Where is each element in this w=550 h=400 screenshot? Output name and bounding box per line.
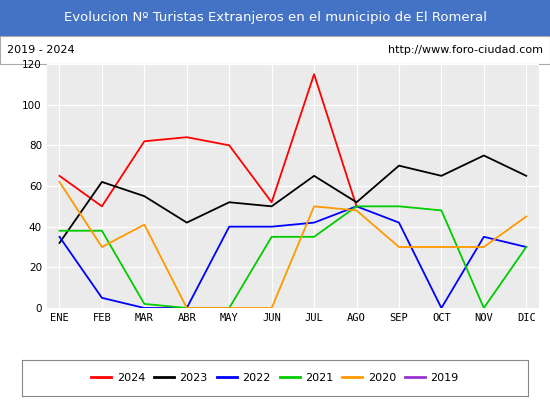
Text: http://www.foro-ciudad.com: http://www.foro-ciudad.com — [388, 45, 543, 55]
Legend: 2024, 2023, 2022, 2021, 2020, 2019: 2024, 2023, 2022, 2021, 2020, 2019 — [87, 368, 463, 388]
Text: 2019 - 2024: 2019 - 2024 — [7, 45, 74, 55]
Text: Evolucion Nº Turistas Extranjeros en el municipio de El Romeral: Evolucion Nº Turistas Extranjeros en el … — [63, 12, 487, 24]
